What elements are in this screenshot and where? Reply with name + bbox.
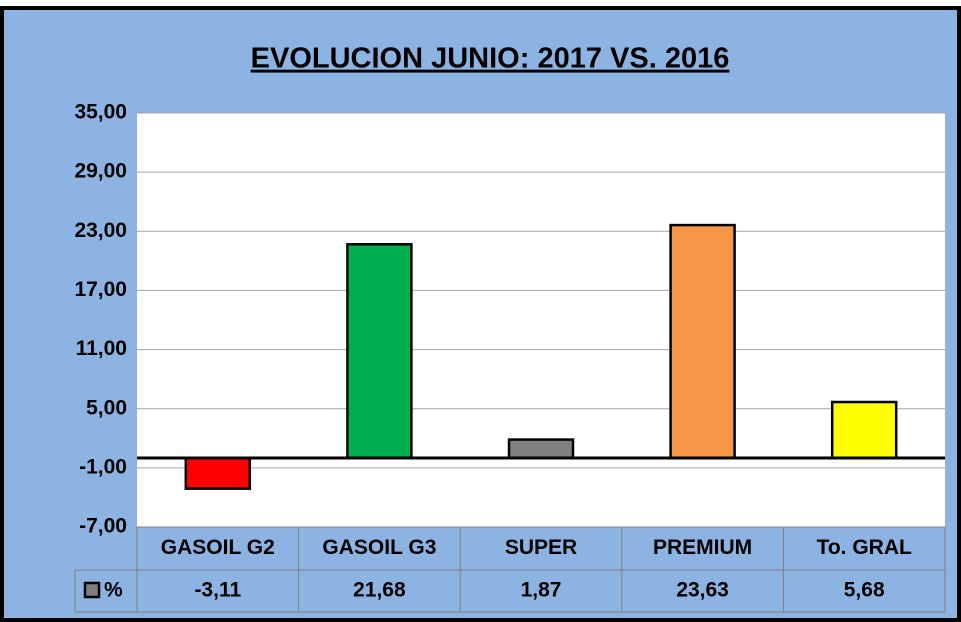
y-tick-label: -1,00 [79, 455, 127, 478]
bar [507, 438, 575, 460]
legend-label: % [104, 579, 123, 602]
x-tick-label: PREMIUM [653, 536, 752, 559]
y-tick-label: 17,00 [74, 278, 127, 301]
x-tick-label: SUPER [505, 536, 577, 559]
x-tick-label: GASOIL G2 [161, 536, 275, 559]
y-tick-label: 11,00 [76, 337, 127, 360]
y-tick-label: 5,00 [86, 396, 127, 419]
data-label: 1,87 [521, 579, 562, 602]
y-tick-label: -7,00 [79, 515, 127, 538]
bar [669, 223, 736, 460]
y-tick-label: 35,00 [74, 101, 127, 124]
x-tick-label: To. GRAL [817, 536, 912, 559]
data-label: 21,68 [353, 579, 406, 602]
bar [830, 400, 898, 460]
legend-key [83, 581, 101, 599]
plot-area [137, 113, 945, 527]
data-label: 5,68 [844, 579, 885, 602]
chart-title: EVOLUCION JUNIO: 2017 VS. 2016 [251, 43, 730, 75]
x-tick-label: GASOIL G3 [322, 536, 436, 559]
data-label: -3,11 [194, 579, 241, 602]
bar [184, 456, 252, 490]
y-tick-label: 23,00 [74, 219, 127, 242]
y-tick-label: 29,00 [74, 160, 127, 183]
data-label: 23,63 [676, 579, 729, 602]
bar [346, 243, 413, 460]
